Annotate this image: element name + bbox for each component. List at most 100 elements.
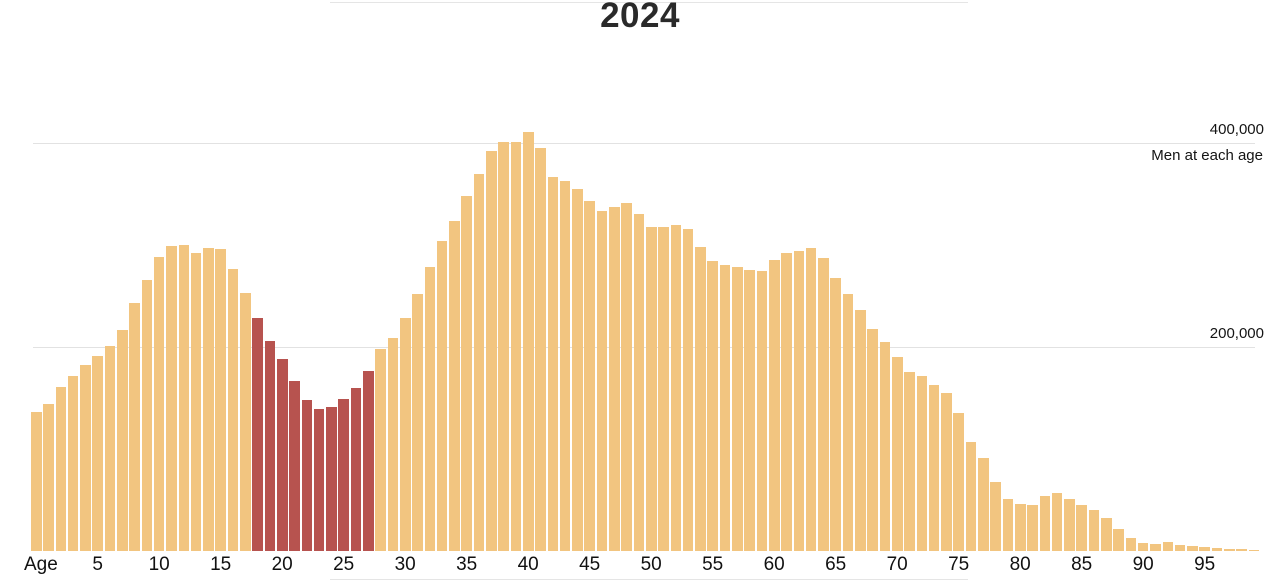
bar-age-87 [1101,518,1112,551]
bar-age-33 [436,240,448,551]
x-tick-label-10: 10 [148,554,170,575]
bar-age-65 [830,277,842,551]
bar-age-1 [43,404,54,551]
bar-age-64 [818,258,829,551]
top-panel-rule [330,2,968,3]
bar-age-88 [1113,528,1124,551]
bar-age-61 [781,253,792,551]
bar-age-67 [855,310,866,551]
bar-age-95 [1199,546,1210,551]
bar-age-83 [1051,492,1063,551]
bar-age-55 [707,261,719,551]
chart-title: 2024 [600,0,680,35]
bar-age-34 [449,220,460,551]
x-tick-label-80: 80 [1009,554,1031,575]
bar-age-89 [1125,537,1137,551]
bar-age-37 [486,151,497,551]
bar-age-40 [522,131,534,551]
x-tick-label-15: 15 [210,554,232,575]
x-tick-label-40: 40 [517,554,539,575]
bar-age-44 [572,188,583,551]
bar-age-80 [1014,504,1026,551]
bar-age-2 [55,386,67,551]
bar-age-56 [719,265,731,551]
bar-age-12 [178,245,190,551]
bar-age-71 [904,371,915,551]
bar-age-52 [670,224,682,551]
bar-age-18 [252,318,263,551]
bar-age-74 [941,392,952,551]
bar-age-81 [1027,505,1038,551]
bar-age-48 [621,203,632,551]
bar-age-42 [547,176,559,551]
bar-age-76 [965,441,977,551]
bar-age-35 [461,196,473,551]
bar-age-36 [473,173,485,551]
y-tick-label-200k: 200,000 [1209,325,1264,342]
bar-age-26 [350,387,362,551]
bar-age-8 [129,303,140,551]
bar-age-28 [375,349,386,551]
bar-age-45 [584,201,596,551]
bar-age-11 [166,246,177,551]
bar-age-30 [399,318,411,551]
bar-age-92 [1162,542,1174,551]
x-tick-label-75: 75 [948,554,970,575]
x-tick-label-95: 95 [1194,554,1216,575]
x-tick-label-30: 30 [394,554,416,575]
bar-age-41 [535,148,546,551]
bar-age-94 [1187,545,1198,551]
bar-age-43 [559,180,571,551]
bar-age-16 [227,268,239,551]
bar-age-4 [80,365,91,551]
bar-age-99 [1248,549,1260,551]
x-tick-label-65: 65 [825,554,847,575]
bar-age-97 [1224,549,1235,551]
x-tick-label-50: 50 [640,554,662,575]
bar-age-19 [264,340,276,551]
x-tick-label-25: 25 [333,554,355,575]
bar-age-70 [891,357,903,551]
bar-age-82 [1039,495,1051,551]
bar-age-60 [768,260,780,551]
bar-age-46 [596,211,608,551]
bar-age-0 [30,412,42,551]
bar-age-25 [338,399,350,551]
x-tick-label-70: 70 [886,554,908,575]
bar-age-63 [805,248,817,551]
x-axis-title: Age [24,554,58,575]
bar-age-49 [633,214,645,551]
bar-age-78 [990,481,1001,551]
bar-age-20 [276,359,288,551]
bar-age-6 [104,346,116,551]
bar-age-91 [1150,543,1161,551]
bar-age-7 [117,329,128,551]
x-tick-label-5: 5 [92,554,103,575]
bar-age-32 [424,267,436,551]
bar-age-90 [1137,542,1149,551]
x-tick-label-90: 90 [1132,554,1154,575]
x-tick-label-20: 20 [271,554,293,575]
bar-age-17 [240,292,251,551]
bar-age-54 [695,247,706,551]
x-tick-label-35: 35 [456,554,478,575]
bottom-panel-rule [330,579,968,580]
bar-age-23 [313,409,325,551]
bar-age-24 [326,407,337,551]
bar-age-85 [1076,505,1087,551]
bar-age-10 [153,257,165,551]
x-tick-label-45: 45 [579,554,601,575]
bar-age-93 [1174,544,1186,551]
bar-age-27 [363,370,374,551]
bar-age-66 [842,294,854,551]
bar-age-3 [67,375,79,551]
bar-age-15 [215,249,226,551]
bar-age-47 [609,207,620,551]
gridline-400000 [33,143,1255,144]
bar-age-59 [756,270,768,551]
y-tick-label-400k: 400,000 [1209,121,1264,138]
bar-age-79 [1002,499,1014,551]
bar-age-75 [953,413,965,551]
bar-age-77 [978,458,989,551]
bar-age-22 [301,400,313,551]
